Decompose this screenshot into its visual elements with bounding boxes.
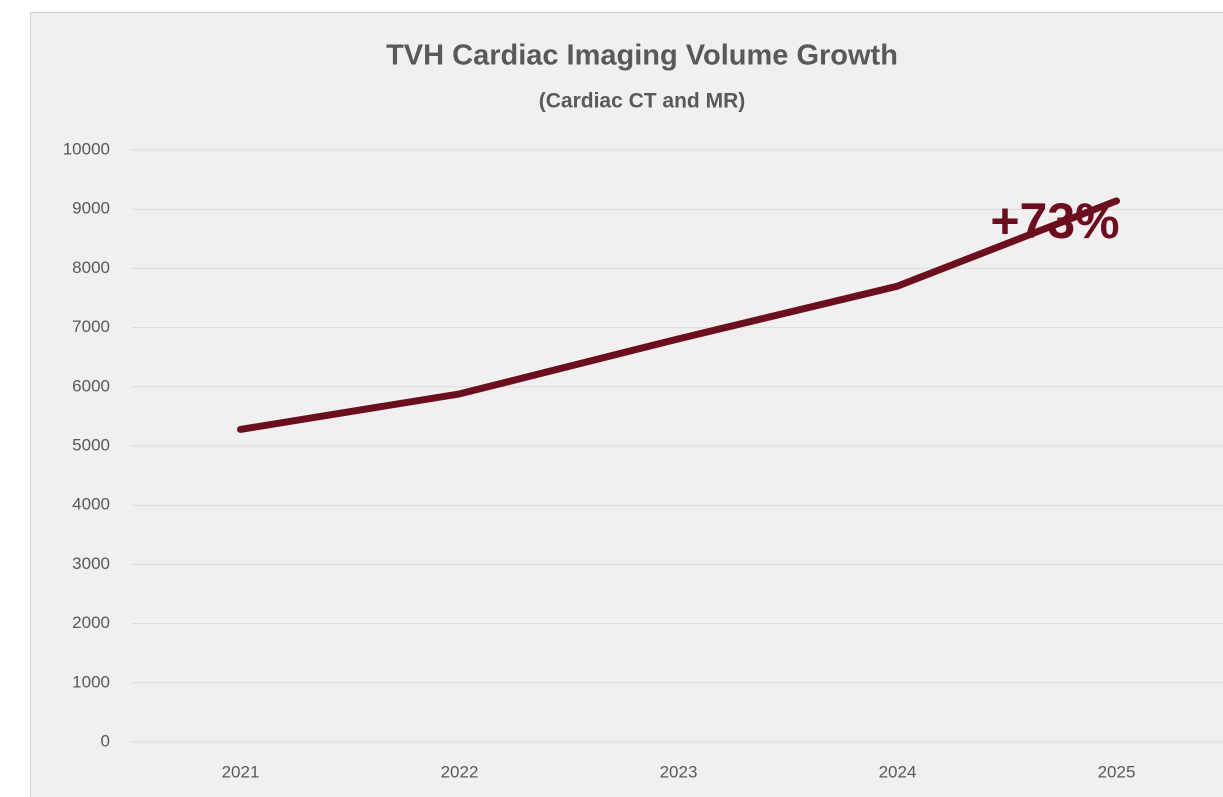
x-tick-label: 2025 bbox=[1098, 762, 1136, 781]
y-tick-label: 0 bbox=[101, 731, 110, 750]
chart-title: TVH Cardiac Imaging Volume Growth bbox=[386, 40, 898, 72]
y-tick-label: 3000 bbox=[72, 554, 110, 573]
x-tick-label: 2022 bbox=[441, 762, 479, 781]
y-tick-label: 9000 bbox=[72, 199, 110, 218]
x-tick-label: 2023 bbox=[660, 762, 698, 781]
y-tick-label: 4000 bbox=[72, 495, 110, 514]
y-tick-label: 5000 bbox=[72, 435, 110, 454]
y-tick-label: 7000 bbox=[72, 317, 110, 336]
y-tick-label: 10000 bbox=[63, 139, 110, 158]
chart: TVH Cardiac Imaging Volume Growth (Cardi… bbox=[0, 0, 1223, 797]
x-tick-label: 2021 bbox=[222, 762, 260, 781]
annotation: +73% bbox=[990, 193, 1119, 249]
y-tick-label: 2000 bbox=[72, 613, 110, 632]
x-tick-label: 2024 bbox=[879, 762, 917, 781]
y-tick-label: 8000 bbox=[72, 258, 110, 277]
y-tick-label: 1000 bbox=[72, 672, 110, 691]
chart-subtitle: (Cardiac CT and MR) bbox=[539, 90, 746, 113]
y-tick-label: 6000 bbox=[72, 376, 110, 395]
chart-frame bbox=[31, 13, 1223, 797]
